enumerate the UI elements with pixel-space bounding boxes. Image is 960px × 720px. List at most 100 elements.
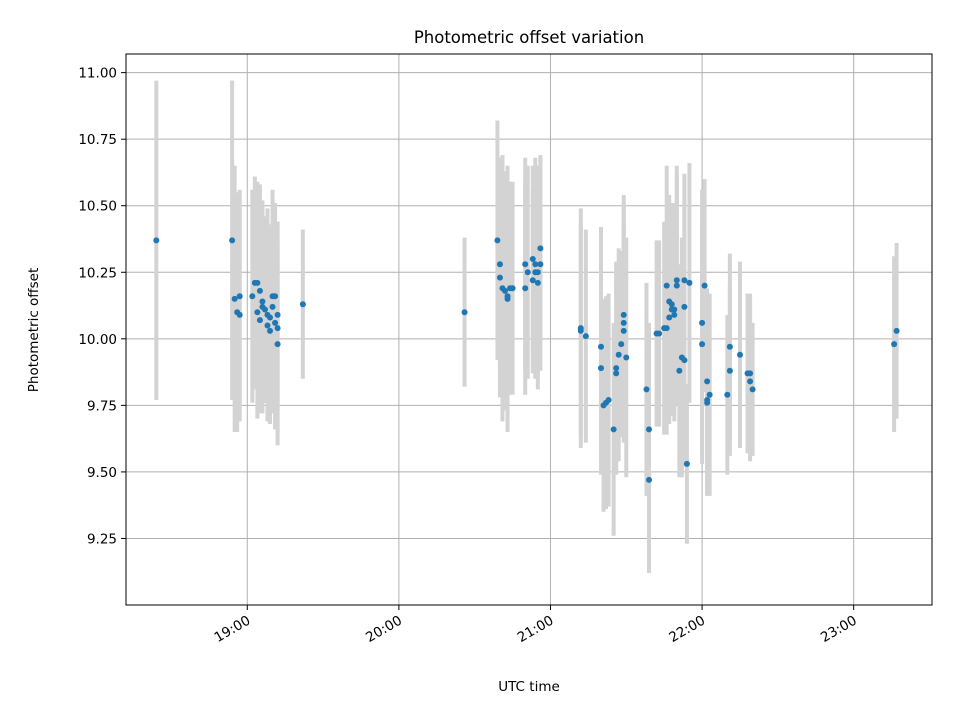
y-axis-ticks: 9.25 9.50 9.75 10.00 10.25 10.50 10.75 11.00: [78, 66, 126, 547]
x-tick-label: 21:00: [515, 613, 557, 646]
x-axis-ticks: 19:00 20:00 21:00 22:00 23:00: [212, 605, 860, 646]
data-point: [501, 287, 508, 294]
data-point: [532, 261, 539, 268]
data-point: [261, 306, 268, 313]
data-point: [668, 301, 675, 308]
data-point: [656, 330, 663, 337]
y-tick-label: 10.75: [78, 132, 117, 148]
data-point: [299, 301, 306, 308]
data-point: [663, 325, 670, 332]
x-tick-label: 20:00: [363, 613, 405, 646]
plot-frame: [125, 53, 933, 606]
data-point: [673, 282, 680, 289]
data-point: [681, 277, 688, 284]
data-point: [646, 426, 653, 433]
data-point: [681, 357, 688, 364]
data-point: [236, 311, 243, 318]
data-point: [504, 293, 511, 300]
data-point: [236, 293, 243, 300]
y-axis-label: Photometric offset: [26, 268, 42, 392]
data-point: [620, 311, 627, 318]
data-point: [724, 391, 731, 398]
data-point: [681, 303, 688, 310]
data-point: [231, 295, 238, 302]
data-point: [522, 261, 529, 268]
y-tick-label: 10.50: [78, 199, 117, 215]
data-point: [747, 370, 754, 377]
data-point: [620, 327, 627, 334]
data-point: [496, 261, 503, 268]
data-point: [274, 341, 281, 348]
x-tick-label: 23:00: [818, 613, 860, 646]
data-point: [267, 314, 274, 321]
data-point: [683, 460, 690, 467]
data-point: [256, 287, 263, 294]
data-point: [646, 476, 653, 483]
data-point: [267, 327, 274, 334]
data-point: [666, 314, 673, 321]
data-point: [537, 245, 544, 252]
data-points: [153, 237, 900, 483]
data-point: [704, 397, 711, 404]
data-point: [153, 237, 160, 244]
data-point: [706, 391, 713, 398]
data-point: [272, 319, 279, 326]
data-point: [749, 386, 756, 393]
y-tick-label: 10.25: [78, 265, 117, 281]
data-point: [893, 327, 900, 334]
data-point: [643, 386, 650, 393]
data-point: [671, 311, 678, 318]
data-point: [699, 341, 706, 348]
data-point: [891, 341, 898, 348]
data-point: [529, 255, 536, 262]
y-tick-label: 11.00: [78, 66, 117, 82]
data-point: [686, 279, 693, 286]
data-point: [701, 282, 708, 289]
data-point: [524, 269, 531, 276]
data-point: [272, 293, 279, 300]
data-point: [537, 261, 544, 268]
data-point: [496, 274, 503, 281]
data-point: [613, 370, 620, 377]
data-point: [534, 269, 541, 276]
data-point: [598, 365, 605, 372]
data-point: [598, 343, 605, 350]
data-point: [461, 309, 468, 316]
data-point: [254, 309, 261, 316]
data-point: [256, 317, 263, 324]
y-tick-label: 9.25: [87, 531, 117, 547]
data-point: [673, 277, 680, 284]
data-point: [229, 237, 236, 244]
data-point: [620, 319, 627, 326]
x-axis-label: UTC time: [498, 679, 560, 695]
data-point: [494, 237, 501, 244]
x-tick-label: 22:00: [666, 613, 708, 646]
data-point: [618, 341, 625, 348]
data-point: [534, 279, 541, 286]
data-point: [747, 378, 754, 385]
data-point: [610, 426, 617, 433]
data-point: [605, 397, 612, 404]
data-point: [274, 311, 281, 318]
y-tick-label: 10.00: [78, 332, 117, 348]
data-point: [623, 354, 630, 361]
data-point: [509, 285, 516, 292]
data-point: [613, 365, 620, 372]
data-point: [269, 303, 276, 310]
data-point: [274, 325, 281, 332]
data-point: [529, 277, 536, 284]
y-tick-label: 9.75: [87, 398, 117, 414]
data-point: [676, 367, 683, 374]
data-point: [259, 298, 266, 305]
data-point: [704, 378, 711, 385]
data-point: [726, 343, 733, 350]
data-point: [264, 322, 271, 329]
x-tick-label: 19:00: [212, 613, 254, 646]
data-point: [726, 367, 733, 374]
data-point: [582, 333, 589, 340]
y-tick-label: 9.50: [87, 465, 117, 481]
data-point: [615, 351, 622, 358]
data-point: [249, 293, 256, 300]
data-point: [254, 279, 261, 286]
